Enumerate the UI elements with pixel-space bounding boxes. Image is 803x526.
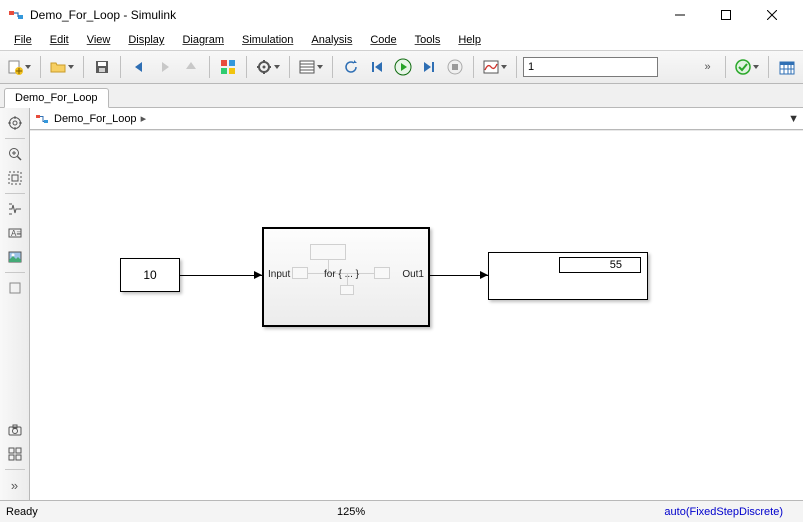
menu-file[interactable]: File <box>6 32 40 48</box>
new-model-button[interactable] <box>4 55 34 79</box>
chevron-down-icon[interactable]: ▼ <box>788 113 799 125</box>
up-button[interactable] <box>179 55 203 79</box>
mini-for-icon <box>310 244 346 260</box>
model-tab[interactable]: Demo_For_Loop <box>4 88 109 108</box>
step-back-button[interactable] <box>365 55 389 79</box>
subsystem-for-label: for { ... } <box>324 269 359 280</box>
main-toolbar: » <box>0 50 803 84</box>
toolbar-separator <box>246 56 247 78</box>
stop-button[interactable] <box>443 55 467 79</box>
constant-block[interactable]: 10 <box>120 258 180 292</box>
screenshot-button[interactable] <box>4 419 26 441</box>
schedule-button[interactable] <box>775 55 799 79</box>
toolbar-separator <box>40 56 41 78</box>
model-canvas[interactable]: 10 Input for { ... } Out1 55 <box>30 130 803 500</box>
toolbar-separator <box>332 56 333 78</box>
status-solver[interactable]: auto(FixedStepDiscrete) <box>664 506 797 518</box>
model-icon <box>34 111 50 127</box>
model-tab-label: Demo_For_Loop <box>15 92 98 104</box>
save-button[interactable] <box>90 55 114 79</box>
toolbar-separator <box>120 56 121 78</box>
toolbar-overflow-icon[interactable]: » <box>695 55 719 79</box>
update-diagram-button[interactable] <box>339 55 363 79</box>
menu-edit[interactable]: Edit <box>42 32 77 48</box>
menu-view[interactable]: View <box>79 32 119 48</box>
toolbar-separator <box>725 56 726 78</box>
viewmark-button[interactable] <box>4 277 26 299</box>
work-area: A≡ » Demo_For_Loop ▸ ▼ 10 <box>0 108 803 500</box>
display-block[interactable]: 55 <box>488 252 648 300</box>
expand-button[interactable]: » <box>4 474 26 496</box>
toolbar-separator <box>289 56 290 78</box>
toolbar-separator <box>768 56 769 78</box>
window-title: Demo_For_Loop - Simulink <box>30 8 657 22</box>
menu-code[interactable]: Code <box>362 32 404 48</box>
model-config-button[interactable] <box>253 55 283 79</box>
menu-bar: File Edit View Display Diagram Simulatio… <box>0 30 803 50</box>
model-data-button[interactable] <box>4 443 26 465</box>
status-bar: Ready 125% auto(FixedStepDiscrete) <box>0 500 803 522</box>
toolbar-separator <box>5 193 25 194</box>
simulink-logo-icon <box>8 7 24 23</box>
toolbar-separator <box>5 138 25 139</box>
toolbar-separator <box>209 56 210 78</box>
menu-analysis[interactable]: Analysis <box>303 32 360 48</box>
run-button[interactable] <box>391 55 415 79</box>
menu-simulation[interactable]: Simulation <box>234 32 301 48</box>
display-value: 55 <box>559 257 641 273</box>
library-browser-button[interactable] <box>216 55 240 79</box>
forward-button[interactable] <box>153 55 177 79</box>
image-button[interactable] <box>4 246 26 268</box>
toolbar-separator <box>473 56 474 78</box>
minimize-button[interactable] <box>657 0 703 30</box>
breadcrumb-model[interactable]: Demo_For_Loop <box>54 113 137 125</box>
chevron-right-icon: ▸ <box>141 112 147 125</box>
sample-time-button[interactable] <box>4 198 26 220</box>
svg-text:A≡: A≡ <box>11 229 21 238</box>
close-button[interactable] <box>749 0 795 30</box>
subsystem-out-label: Out1 <box>402 269 424 280</box>
toolbar-separator <box>5 469 25 470</box>
menu-help[interactable]: Help <box>450 32 489 48</box>
signal-logging-button[interactable] <box>480 55 510 79</box>
title-bar: Demo_For_Loop - Simulink <box>0 0 803 30</box>
maximize-button[interactable] <box>703 0 749 30</box>
menu-tools[interactable]: Tools <box>407 32 449 48</box>
toolbar-separator <box>5 272 25 273</box>
toolbar-separator <box>516 56 517 78</box>
constant-value: 10 <box>143 268 156 282</box>
status-zoom[interactable]: 125% <box>337 506 365 518</box>
menu-display[interactable]: Display <box>120 32 172 48</box>
open-button[interactable] <box>47 55 77 79</box>
diagnostics-button[interactable] <box>732 55 762 79</box>
fit-to-view-button[interactable] <box>4 167 26 189</box>
menu-diagram[interactable]: Diagram <box>174 32 232 48</box>
breadcrumb-bar: Demo_For_Loop ▸ ▼ <box>30 108 803 130</box>
tab-strip: Demo_For_Loop <box>0 84 803 108</box>
mini-out-icon <box>374 267 390 279</box>
toolbar-separator <box>83 56 84 78</box>
step-forward-button[interactable] <box>417 55 441 79</box>
subsystem-in-label: Input <box>268 269 290 280</box>
canvas-toolbar: A≡ » <box>0 108 30 500</box>
mini-mem-icon <box>340 285 354 295</box>
model-explorer-button[interactable] <box>296 55 326 79</box>
window-controls <box>657 0 795 30</box>
mini-in-icon <box>292 267 308 279</box>
back-button[interactable] <box>127 55 151 79</box>
status-ready: Ready <box>6 506 38 518</box>
annotation-button[interactable]: A≡ <box>4 222 26 244</box>
hide-browser-button[interactable] <box>4 112 26 134</box>
zoom-button[interactable] <box>4 143 26 165</box>
stop-time-input[interactable] <box>523 57 658 77</box>
for-subsystem-block[interactable]: Input for { ... } Out1 <box>262 227 430 327</box>
editor-pane: Demo_For_Loop ▸ ▼ 10 Input for { ... } O <box>30 108 803 500</box>
